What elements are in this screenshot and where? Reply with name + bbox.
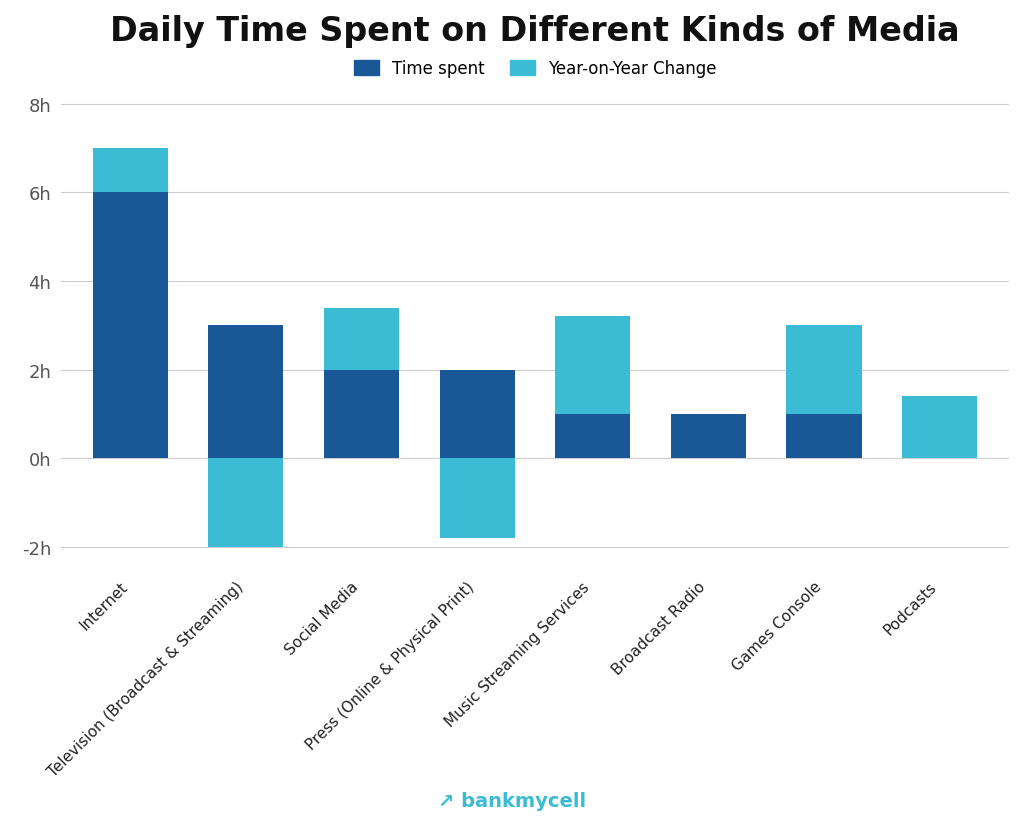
Bar bbox=[208, 459, 284, 547]
Bar bbox=[439, 459, 515, 538]
Bar bbox=[324, 370, 399, 459]
Bar bbox=[439, 370, 515, 459]
Bar bbox=[555, 414, 631, 459]
Legend: Time spent, Year-on-Year Change: Time spent, Year-on-Year Change bbox=[345, 52, 725, 87]
Text: ↗ bankmycell: ↗ bankmycell bbox=[438, 791, 586, 811]
Bar bbox=[93, 193, 168, 459]
Bar bbox=[786, 414, 861, 459]
Bar bbox=[786, 326, 861, 414]
Title: Daily Time Spent on Different Kinds of Media: Daily Time Spent on Different Kinds of M… bbox=[111, 15, 959, 48]
Bar bbox=[555, 317, 631, 414]
Bar bbox=[671, 414, 745, 459]
Bar bbox=[208, 326, 284, 459]
Bar bbox=[902, 396, 977, 459]
Bar bbox=[93, 149, 168, 193]
Bar bbox=[324, 308, 399, 370]
